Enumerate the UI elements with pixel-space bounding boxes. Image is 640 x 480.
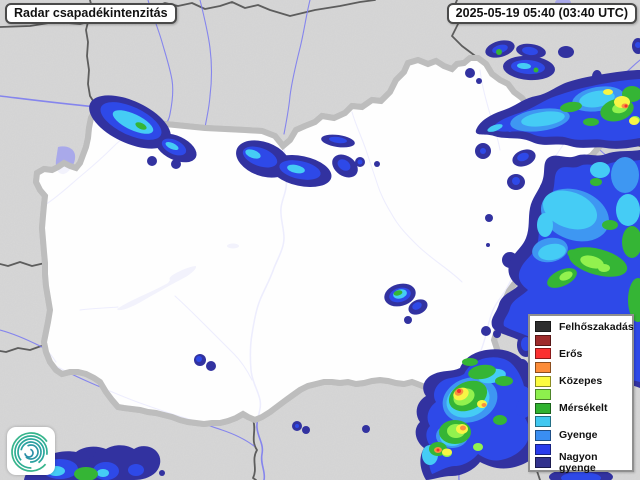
legend-row: [535, 361, 632, 375]
legend-label: Közepes: [559, 374, 603, 387]
timestamp: 2025-05-19 05:40 (03:40 UTC): [455, 6, 628, 20]
legend-label: Felhőszakadás: [559, 320, 634, 333]
legend-row: [535, 415, 632, 429]
legend-label: Mérsékelt: [559, 402, 608, 415]
legend-label: Nagyon gyenge: [559, 451, 598, 474]
hungaromet-logo: [7, 427, 55, 475]
legend-row: Gyenge: [535, 429, 632, 443]
legend-row: Erős: [535, 347, 632, 361]
spiral-logo-icon: [11, 432, 51, 472]
legend-label: Gyenge: [559, 429, 598, 442]
timestamp-box: 2025-05-19 05:40 (03:40 UTC): [446, 3, 637, 24]
legend-swatch-felhoszakadas: [535, 321, 551, 333]
legend-swatch: [535, 443, 551, 455]
legend-label: Erős: [559, 347, 583, 360]
legend-swatch: [535, 334, 551, 346]
map-title-box: Radar csapadékintenzitás: [5, 3, 177, 24]
map-title: Radar csapadékintenzitás: [14, 6, 168, 20]
legend-swatch: [535, 416, 551, 428]
legend-swatch-eros: [535, 348, 551, 360]
legend-row: [535, 442, 632, 456]
legend: Felhőszakadás Erős Közepes Mérsékelt Gye…: [528, 314, 634, 473]
legend-row: [535, 388, 632, 402]
legend-swatch-nagyon-gyenge: [535, 457, 551, 469]
legend-swatch: [535, 389, 551, 401]
precip-green: [74, 49, 640, 480]
legend-row: Felhőszakadás: [535, 320, 634, 334]
precip-red: [436, 104, 628, 452]
legend-row: [535, 334, 632, 348]
legend-row: Nagyon gyenge: [535, 452, 632, 473]
legend-swatch-kozepes: [535, 375, 551, 387]
legend-row: Mérsékelt: [535, 402, 632, 416]
legend-row: Közepes: [535, 374, 632, 388]
river-danube: [0, 95, 98, 108]
legend-swatch-gyenge: [535, 430, 551, 442]
legend-swatch-mersekelt: [535, 402, 551, 414]
precipitation-layer: [24, 38, 640, 480]
legend-swatch: [535, 362, 551, 374]
